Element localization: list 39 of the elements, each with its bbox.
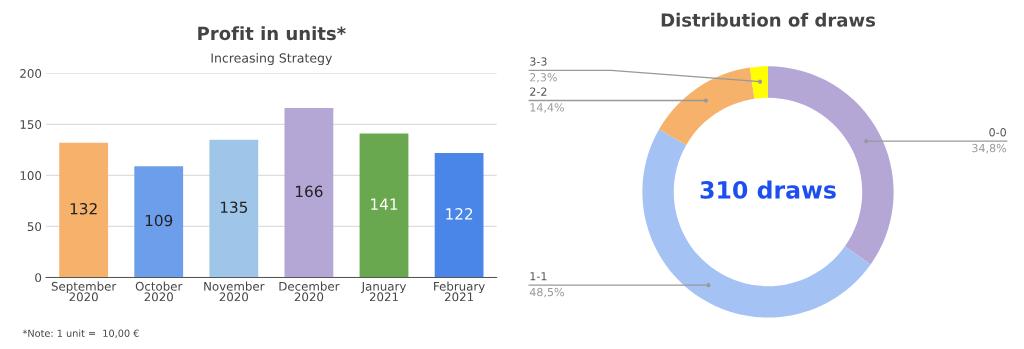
slice-label: 0-0 bbox=[989, 128, 1006, 137]
text: 310 draws bbox=[700, 180, 836, 199]
text: *Note: 1 unit = 10,00 € bbox=[22, 329, 139, 338]
data-label: 48,5% bbox=[529, 287, 564, 298]
y-tick-label: 150 bbox=[20, 120, 42, 129]
x-tick-label: February 2021 bbox=[434, 281, 485, 302]
data-label: 14,4% bbox=[530, 103, 564, 113]
bar bbox=[134, 166, 184, 278]
donut-slice bbox=[642, 129, 871, 318]
donut-slice bbox=[749, 66, 768, 99]
data-label: 166 bbox=[296, 185, 323, 198]
bar bbox=[209, 139, 259, 278]
data-label: 132 bbox=[70, 202, 97, 215]
y-tick-label: 0 bbox=[35, 273, 42, 283]
x-tick-label: November 2020 bbox=[204, 281, 265, 302]
chart-title: Profit in units* bbox=[198, 26, 346, 41]
x-tick-label: January 2021 bbox=[361, 281, 407, 302]
bar bbox=[59, 142, 109, 278]
slice-label: 2-2 bbox=[530, 87, 547, 96]
donut-slice bbox=[659, 67, 755, 146]
data-label: 2,3% bbox=[530, 73, 557, 83]
bar bbox=[284, 108, 334, 278]
bar bbox=[359, 133, 409, 278]
data-label: 135 bbox=[220, 201, 248, 213]
y-tick-label: 200 bbox=[20, 69, 42, 78]
data-label: 122 bbox=[446, 208, 473, 220]
y-tick-label: 100 bbox=[20, 171, 42, 181]
chart-title: Distribution of draws bbox=[661, 12, 876, 27]
slice-label: 3-3 bbox=[530, 57, 547, 66]
y-tick-label: 50 bbox=[27, 222, 42, 232]
x-tick-label: December 2020 bbox=[279, 281, 340, 302]
chart-subtitle: Increasing Strategy bbox=[211, 53, 333, 66]
bar bbox=[434, 152, 484, 278]
data-label: 34,8% bbox=[972, 143, 1007, 154]
slice-label: 1-1 bbox=[530, 272, 547, 281]
x-tick-label: September 2020 bbox=[51, 281, 117, 302]
data-label: 109 bbox=[145, 214, 173, 227]
data-label: 141 bbox=[371, 198, 398, 210]
x-tick-label: October 2020 bbox=[135, 281, 183, 302]
